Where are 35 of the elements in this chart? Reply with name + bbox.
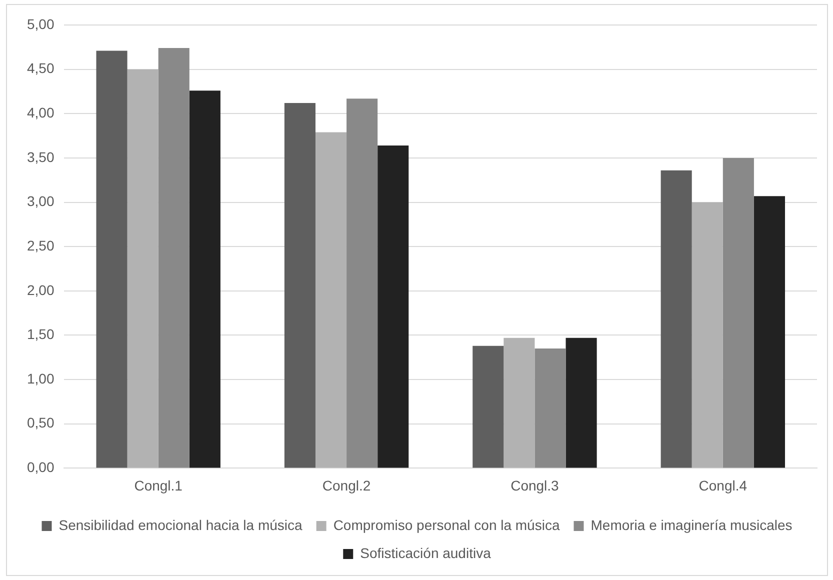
y-tick-label: 3,00 — [27, 193, 54, 210]
legend-label: Memoria e imaginería musicales — [590, 516, 792, 533]
bar — [284, 103, 316, 468]
bar — [346, 98, 378, 468]
legend-label: Sensibilidad emocional hacia la música — [58, 516, 303, 533]
bar — [189, 90, 220, 468]
legend-label: Sofisticación auditiva — [360, 544, 492, 561]
bar — [534, 348, 566, 468]
bar — [472, 346, 504, 468]
y-tick-label: 3,50 — [27, 148, 54, 165]
bar — [504, 338, 535, 468]
bar — [378, 146, 409, 468]
legend-label: Compromiso personal con la música — [333, 516, 560, 533]
x-tick-label: Congl.3 — [510, 477, 560, 494]
y-tick-label: 1,50 — [27, 326, 54, 342]
bar — [158, 48, 190, 468]
bar — [315, 132, 347, 468]
bar — [722, 158, 754, 468]
bar — [660, 170, 692, 468]
bar — [96, 50, 128, 468]
bar — [692, 202, 723, 468]
y-tick-label: 0,50 — [27, 414, 54, 431]
y-tick-label: 1,00 — [27, 370, 54, 386]
bar — [127, 69, 158, 468]
y-tick-label: 2,50 — [27, 237, 54, 254]
x-tick-label: Congl.4 — [698, 477, 748, 494]
y-tick-label: 0,00 — [27, 459, 54, 476]
y-tick-label: 2,00 — [27, 282, 54, 298]
x-tick-label: Congl.1 — [134, 477, 183, 494]
y-tick-label: 4,50 — [27, 60, 54, 76]
y-tick-label: 4,00 — [27, 104, 54, 120]
y-tick-label: 5,00 — [27, 16, 54, 32]
x-tick-label: Congl.2 — [322, 477, 371, 494]
bar — [566, 338, 597, 468]
bar — [754, 196, 786, 468]
